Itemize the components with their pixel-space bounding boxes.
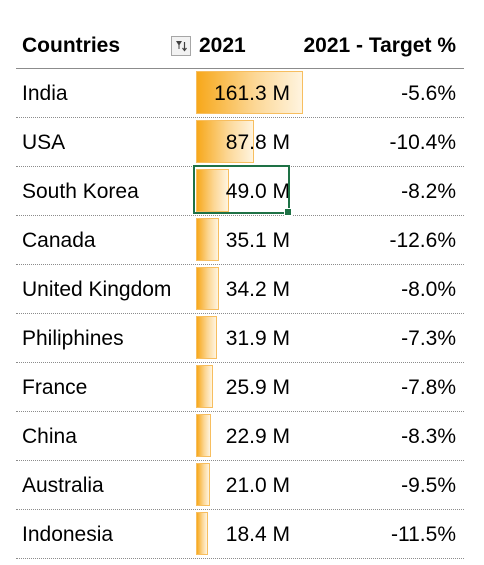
value-cell[interactable]: 18.4 M [225,523,290,546]
value-cell[interactable]: 34.2 M [225,278,290,301]
value-cell[interactable]: 87.8 M [225,131,290,154]
target-cell[interactable]: -7.3% [401,327,456,350]
header-countries[interactable]: Countries [22,34,121,57]
data-bar [196,120,254,163]
table-row[interactable]: China 22.9 M -8.3% [16,412,464,461]
data-bar [196,414,211,457]
country-cell[interactable]: France [22,376,88,399]
target-cell[interactable]: -8.3% [401,425,456,448]
target-cell[interactable]: -7.8% [401,376,456,399]
data-bar [196,316,217,359]
target-cell[interactable]: -8.2% [401,180,456,203]
table-row[interactable]: Canada 35.1 M -12.6% [16,216,464,265]
fill-handle[interactable] [284,208,292,216]
target-cell[interactable]: -5.6% [401,82,456,105]
value-cell[interactable]: 49.0 M [225,180,290,203]
data-table: Countries 2021 2021 - Target % India 161.… [16,24,464,559]
table-row[interactable]: United Kingdom 34.2 M -8.0% [16,265,464,314]
table-row[interactable]: France 25.9 M -7.8% [16,363,464,412]
value-cell[interactable]: 22.9 M [225,425,290,448]
country-cell[interactable]: Canada [22,229,96,252]
table-row[interactable]: Philiphines 31.9 M -7.3% [16,314,464,363]
header-2021[interactable]: 2021 [199,34,246,57]
table-row[interactable]: USA 87.8 M -10.4% [16,118,464,167]
table-body: India 161.3 M -5.6% USA 87.8 M -10.4% South Ko… [16,69,464,559]
country-cell[interactable]: Australia [22,474,104,497]
data-bar [196,71,303,114]
data-bar [196,267,219,310]
country-cell[interactable]: Indonesia [22,523,114,546]
value-cell[interactable]: 25.9 M [225,376,290,399]
value-cell[interactable]: 31.9 M [225,327,290,350]
value-cell[interactable]: 21.0 M [225,474,290,497]
table-row[interactable]: South Korea 49.0 M -8.2% [16,165,464,216]
country-cell[interactable]: India [22,82,68,105]
table-row[interactable]: Indonesia 18.4 M -11.5% [16,510,464,559]
value-cell[interactable]: 161.3 M [214,82,290,105]
target-cell[interactable]: -11.5% [391,523,456,546]
target-cell[interactable]: -10.4% [389,131,456,154]
data-bar [196,218,219,261]
country-cell[interactable]: China [22,425,77,448]
target-cell[interactable]: -12.6% [389,229,456,252]
header-target[interactable]: 2021 - Target % [303,34,456,57]
data-bar [196,512,208,555]
table-header: Countries 2021 2021 - Target % [16,24,464,69]
table-row[interactable]: Australia 21.0 M -9.5% [16,461,464,510]
sort-filter-icon[interactable] [171,36,191,56]
data-bar [196,463,210,506]
target-cell[interactable]: -9.5% [401,474,456,497]
country-cell[interactable]: South Korea [22,180,139,203]
data-bar [196,169,229,212]
country-cell[interactable]: USA [22,131,66,154]
table-row[interactable]: India 161.3 M -5.6% [16,69,464,118]
country-cell[interactable]: Philiphines [22,327,124,350]
value-cell[interactable]: 35.1 M [225,229,290,252]
data-bar [196,365,213,408]
country-cell[interactable]: United Kingdom [22,278,172,301]
target-cell[interactable]: -8.0% [401,278,456,301]
